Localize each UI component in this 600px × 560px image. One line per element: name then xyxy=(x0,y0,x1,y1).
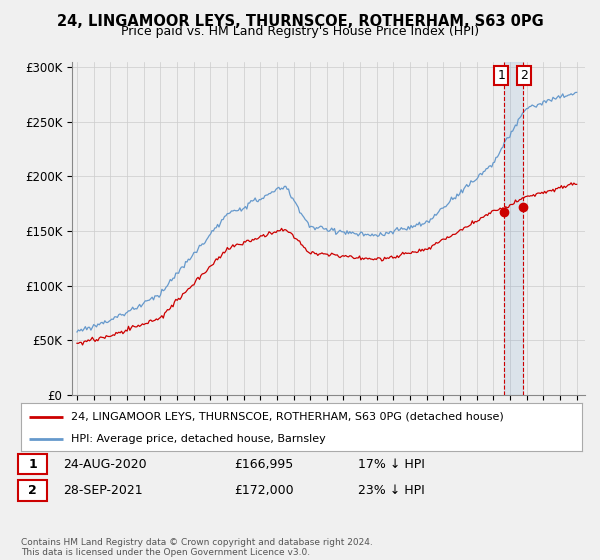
Text: 24, LINGAMOOR LEYS, THURNSCOE, ROTHERHAM, S63 0PG (detached house): 24, LINGAMOOR LEYS, THURNSCOE, ROTHERHAM… xyxy=(71,412,504,422)
Text: £166,995: £166,995 xyxy=(234,458,293,470)
Text: 28-SEP-2021: 28-SEP-2021 xyxy=(63,484,143,497)
Text: 23% ↓ HPI: 23% ↓ HPI xyxy=(358,484,424,497)
Text: 1: 1 xyxy=(497,69,505,82)
FancyBboxPatch shape xyxy=(18,454,47,474)
Text: 24-AUG-2020: 24-AUG-2020 xyxy=(63,458,146,470)
Text: Price paid vs. HM Land Registry's House Price Index (HPI): Price paid vs. HM Land Registry's House … xyxy=(121,25,479,38)
Text: 24, LINGAMOOR LEYS, THURNSCOE, ROTHERHAM, S63 0PG: 24, LINGAMOOR LEYS, THURNSCOE, ROTHERHAM… xyxy=(56,14,544,29)
Text: 2: 2 xyxy=(28,484,37,497)
Text: 17% ↓ HPI: 17% ↓ HPI xyxy=(358,458,424,470)
Text: Contains HM Land Registry data © Crown copyright and database right 2024.
This d: Contains HM Land Registry data © Crown c… xyxy=(21,538,373,557)
Text: 1: 1 xyxy=(28,458,37,470)
Text: £172,000: £172,000 xyxy=(234,484,294,497)
Bar xyxy=(504,62,523,395)
FancyBboxPatch shape xyxy=(18,480,47,501)
Text: HPI: Average price, detached house, Barnsley: HPI: Average price, detached house, Barn… xyxy=(71,434,326,444)
Text: 2: 2 xyxy=(520,69,528,82)
